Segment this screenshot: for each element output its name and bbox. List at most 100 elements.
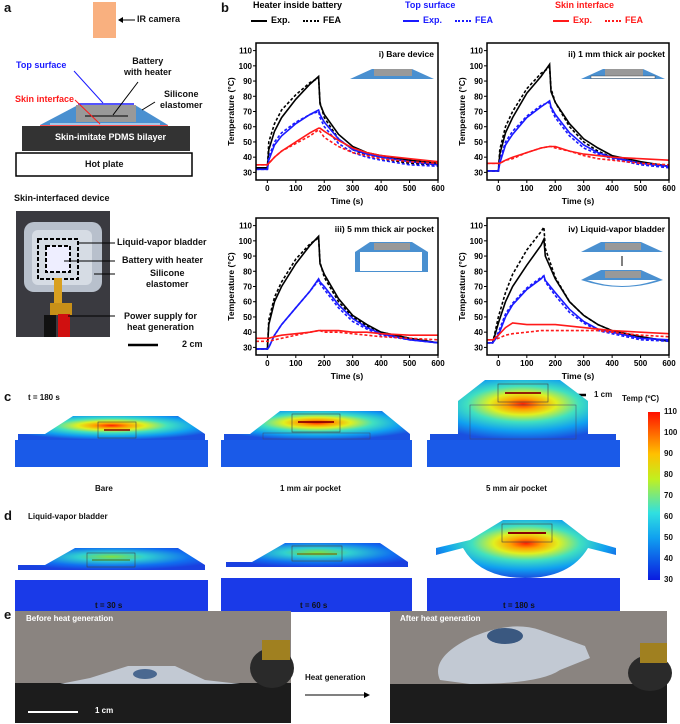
x-axis-label: Time (s)	[562, 196, 595, 206]
colorbar-tick: 30	[664, 575, 673, 584]
power-label: Power supply for heat generation	[124, 311, 197, 333]
series-line-heater-fea	[256, 236, 439, 350]
y-tick-label: 40	[474, 328, 483, 337]
y-tick-label: 60	[243, 298, 252, 307]
legend-label-exp: Exp.	[271, 15, 291, 25]
inset-device-icon	[355, 242, 428, 272]
battery-photo-label: Battery with heater	[122, 255, 204, 265]
colorbar-tick: 60	[664, 512, 673, 521]
chart-title: ii) 1 mm thick air pocket	[568, 49, 665, 59]
x-tick-label: 0	[265, 359, 270, 368]
x-axis-label: Time (s)	[562, 371, 595, 381]
x-tick-label: 300	[577, 184, 591, 193]
y-tick-label: 110	[470, 222, 483, 231]
power-label-line: Power supply for	[124, 311, 198, 321]
x-tick-label: 400	[374, 359, 388, 368]
x-tick-label: 500	[403, 359, 417, 368]
x-tick-label: 300	[346, 359, 360, 368]
y-tick-label: 30	[243, 343, 252, 352]
y-tick-label: 30	[474, 343, 483, 352]
y-tick-label: 90	[474, 252, 483, 261]
y-tick-label: 40	[243, 153, 252, 162]
silicone-photo-line: elastomer	[146, 279, 189, 289]
silicone-label-line: Silicone	[164, 89, 199, 99]
panel-label-d: d	[4, 508, 12, 523]
y-tick-label: 80	[243, 92, 252, 101]
x-tick-label: 500	[634, 184, 648, 193]
sim-label-5mm: 5 mm air pocket	[486, 484, 547, 493]
y-tick-label: 90	[243, 77, 252, 86]
photo-after	[390, 611, 672, 723]
legend-swatch-exp	[403, 20, 419, 22]
colorbar-tick: 70	[664, 491, 673, 500]
colorbar	[648, 412, 660, 580]
scale-label: 2 cm	[182, 339, 203, 349]
ir-camera-label: IR camera	[137, 14, 181, 24]
series-line-skin-fea	[256, 128, 439, 166]
x-tick-label: 600	[662, 184, 676, 193]
panel-e-photos	[15, 611, 672, 723]
legend-swatch-fea	[455, 20, 471, 22]
y-tick-label: 100	[239, 62, 253, 71]
chart-4: 30 40 50 60 70 80 90 100 110 0 100 200 300 400 500 600 T…	[457, 217, 676, 381]
colorbar-tick: 110	[664, 407, 677, 416]
y-tick-label: 70	[243, 108, 252, 117]
y-tick-label: 60	[243, 123, 252, 132]
x-tick-label: 0	[496, 359, 501, 368]
y-tick-label: 40	[243, 328, 252, 337]
sim-label-1mm: 1 mm air pocket	[280, 484, 341, 493]
x-axis-label: Time (s)	[331, 196, 364, 206]
series-line-heater-fea	[487, 65, 670, 172]
colorbar-title: Temp (ºC)	[622, 394, 659, 403]
y-tick-label: 70	[474, 283, 483, 292]
y-axis-label: Temperature (°C)	[457, 77, 467, 146]
chart-2: 30 40 50 60 70 80 90 100 110 0 100 200 300 400 500 600 T…	[457, 42, 676, 206]
sim-t30	[15, 548, 208, 612]
inset-device-icon	[581, 69, 665, 79]
inset-device-icon	[581, 242, 663, 287]
series-line-heater-exp-	[256, 74, 439, 169]
photo-before	[15, 611, 294, 723]
legend-label-fea: FEA	[475, 15, 493, 25]
x-tick-label: 600	[431, 359, 445, 368]
sim-1mm	[221, 411, 412, 467]
legend-label-fea: FEA	[323, 15, 341, 25]
x-tick-label: 100	[520, 359, 534, 368]
pdms-layer	[22, 126, 190, 151]
x-tick-label: 200	[318, 184, 332, 193]
hot-plate	[15, 152, 193, 177]
top-surface-label: Top surface	[16, 60, 67, 70]
colorbar-tick: 40	[664, 554, 673, 563]
x-tick-label: 200	[549, 184, 563, 193]
legend-title: Heater inside battery	[253, 0, 343, 10]
x-tick-label: 100	[289, 359, 303, 368]
sim-label-t60: t = 60 s	[300, 601, 328, 610]
y-axis-label: Temperature (°C)	[226, 77, 236, 146]
silicone-label-line: elastomer	[160, 100, 203, 110]
y-tick-label: 90	[243, 252, 252, 261]
legend-label-exp: Exp.	[423, 15, 443, 25]
y-tick-label: 60	[474, 123, 483, 132]
y-tick-label: 70	[474, 108, 483, 117]
legend-swatch-exp	[251, 20, 267, 22]
sim-bare	[15, 416, 208, 467]
chart-3: 30 40 50 60 70 80 90 100 110 0 100 200 300 400 500 600 T…	[226, 217, 445, 381]
sim-t60	[221, 543, 412, 612]
series-line-top-exp-	[487, 99, 670, 172]
x-tick-label: 500	[634, 359, 648, 368]
series-line-skin-exp-	[487, 322, 670, 341]
series-line-heater-exp-	[487, 61, 670, 172]
y-tick-label: 60	[474, 298, 483, 307]
after-label: After heat generation	[400, 614, 481, 623]
y-tick-label: 90	[474, 77, 483, 86]
series-line-top-fea	[487, 274, 670, 344]
y-tick-label: 100	[470, 62, 484, 71]
y-tick-label: 30	[474, 168, 483, 177]
panel-label-c: c	[4, 389, 12, 404]
inset-device-icon	[350, 69, 434, 79]
y-tick-label: 80	[243, 267, 252, 276]
x-tick-label: 300	[577, 359, 591, 368]
y-tick-label: 100	[470, 237, 484, 246]
chart-title: iii) 5 mm thick air pocket	[335, 224, 434, 234]
